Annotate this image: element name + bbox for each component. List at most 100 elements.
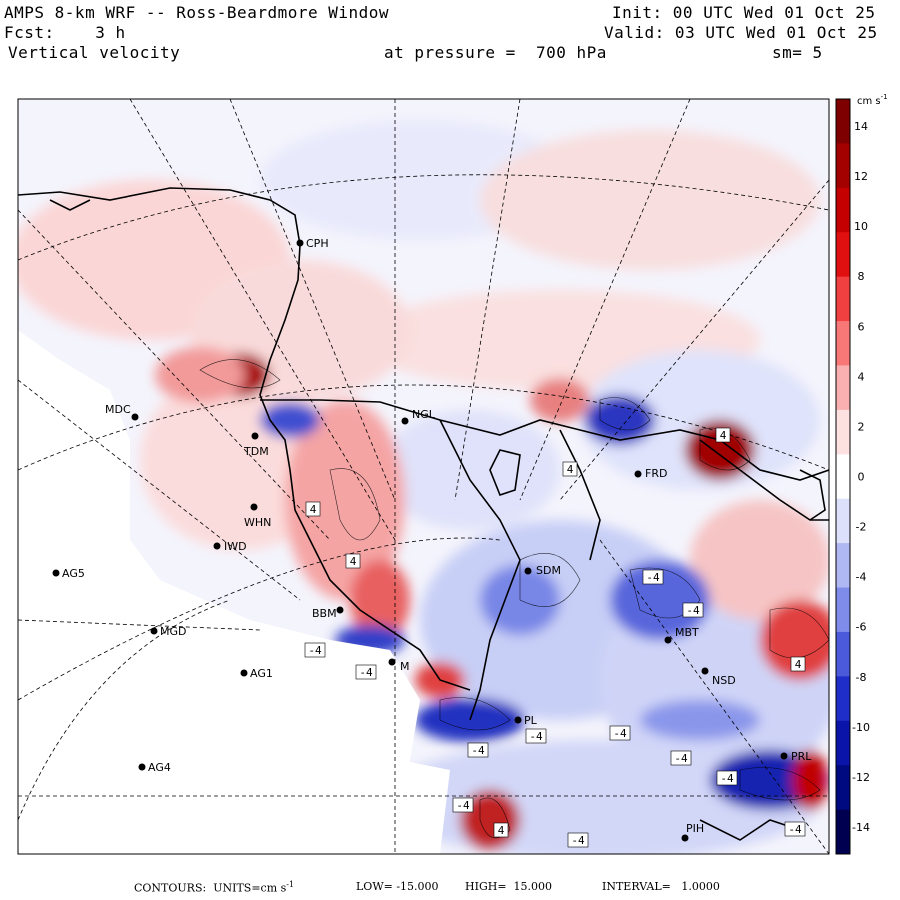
color-bar-swatch <box>836 543 850 589</box>
color-bar-swatch <box>836 809 850 855</box>
color-bar-label: -10 <box>852 721 870 734</box>
svg-text:IWD: IWD <box>224 540 247 553</box>
svg-text:-4: -4 <box>720 772 734 785</box>
svg-text:4: 4 <box>310 503 317 516</box>
station-pih: PIH <box>681 822 704 842</box>
svg-text:MBT: MBT <box>675 626 699 639</box>
forecast-hour: Fcst: 3 h <box>4 23 126 42</box>
station-nsd: NSD <box>701 667 736 687</box>
color-bar-swatch <box>836 409 850 455</box>
color-bar-swatch <box>836 143 850 189</box>
svg-text:4: 4 <box>567 463 574 476</box>
svg-text:-4: -4 <box>613 727 627 740</box>
svg-text:-4: -4 <box>571 834 585 847</box>
contour-label: -4 <box>609 725 631 741</box>
contour-label: 4 <box>345 553 361 569</box>
svg-text:BBM: BBM <box>312 607 337 620</box>
color-bar-swatch <box>836 765 850 811</box>
contour-label: -4 <box>716 770 738 786</box>
color-bar-label: 14 <box>854 120 868 133</box>
color-bar-label: 8 <box>858 270 865 283</box>
color-bar-frame <box>835 98 851 855</box>
svg-text:-4: -4 <box>456 799 470 812</box>
station-mdc: MDC <box>105 403 139 421</box>
color-bar-swatch <box>836 587 850 633</box>
station-ngl: NGL <box>401 408 436 425</box>
station-mbt: MBT <box>664 626 699 644</box>
svg-text:-4: -4 <box>529 730 543 743</box>
color-bar-label: -6 <box>856 621 867 634</box>
footer-high: HIGH= 15.000 <box>465 880 553 893</box>
color-bar-swatch <box>836 187 850 233</box>
svg-text:WHN: WHN <box>244 516 271 529</box>
color-bar-label: -2 <box>856 521 867 534</box>
svg-text:-4: -4 <box>471 744 485 757</box>
color-bar-label: 10 <box>854 220 868 233</box>
contour-label: -4 <box>682 602 704 618</box>
svg-text:AG1: AG1 <box>250 667 273 680</box>
svg-text:TDM: TDM <box>243 445 269 458</box>
color-bar-label: -4 <box>856 571 867 584</box>
station-m: M <box>388 658 410 673</box>
svg-text:-4: -4 <box>788 823 802 836</box>
station-ag1: AG1 <box>240 667 273 680</box>
svg-text:M: M <box>400 660 410 673</box>
contour-label: 4 <box>493 822 509 838</box>
color-bar-label: 2 <box>858 420 865 433</box>
station-pl: PL <box>514 714 538 727</box>
init-time: Init: 00 UTC Wed 01 Oct 25 <box>612 3 876 22</box>
contour-label: -4 <box>467 742 489 758</box>
svg-text:4: 4 <box>720 429 727 442</box>
color-bar-swatch <box>836 276 850 322</box>
color-bar-swatch <box>836 321 850 366</box>
contour-label: -4 <box>525 728 547 744</box>
svg-text:NGL: NGL <box>412 408 436 421</box>
contour-label: -4 <box>304 642 326 658</box>
svg-text:-4: -4 <box>359 666 373 679</box>
station-ag4: AG4 <box>138 761 171 774</box>
svg-text:NSD: NSD <box>712 674 736 687</box>
color-bar-label: 4 <box>858 370 865 383</box>
svg-text:4: 4 <box>795 658 802 671</box>
svg-text:FRD: FRD <box>645 467 667 480</box>
color-bar-swatch <box>836 99 850 144</box>
color-bar: cm s-1 14 12 10 8 6 4 2 0 -2 -4 -6 -8 -10 -12 -14 <box>835 93 888 855</box>
contour-label: 4 <box>562 461 578 477</box>
footer-contours: CONTOURS: UNITS=cm s-1 <box>134 880 295 895</box>
svg-text:PL: PL <box>524 714 538 727</box>
color-bar-swatch <box>836 720 850 766</box>
station-sdm: SDM <box>524 564 561 577</box>
color-bar-label: 12 <box>854 170 868 183</box>
station-bbm: BBM <box>312 606 344 620</box>
svg-text:-4: -4 <box>646 571 660 584</box>
station-tdm: TDM <box>243 432 269 458</box>
color-bar-swatch <box>836 454 850 500</box>
contour-label: -4 <box>567 832 589 848</box>
svg-text:-4: -4 <box>686 604 700 617</box>
svg-text:MDC: MDC <box>105 403 131 416</box>
color-bar-label: 6 <box>858 320 865 333</box>
color-bar-swatch <box>836 232 850 278</box>
smoothing-value: sm= 5 <box>772 43 823 62</box>
station-mgd: MGD <box>150 625 187 638</box>
color-bar-swatch <box>836 498 850 544</box>
color-bar-swatch <box>836 676 850 722</box>
svg-text:-4: -4 <box>308 644 322 657</box>
field-name: Vertical velocity <box>8 43 181 62</box>
contour-label: 4 <box>790 656 806 672</box>
station-whn: WHN <box>244 503 271 529</box>
color-bar-label: -12 <box>852 771 870 784</box>
svg-text:PIH: PIH <box>686 822 704 835</box>
svg-text:4: 4 <box>350 555 357 568</box>
svg-text:SDM: SDM <box>536 564 561 577</box>
color-bar-swatch <box>836 365 850 411</box>
contour-label: -4 <box>642 569 664 585</box>
color-bar-label: -8 <box>856 671 867 684</box>
station-cph: CPH <box>296 237 329 250</box>
station-ag5: AG5 <box>52 567 85 580</box>
footer-interval: INTERVAL= 1.0000 <box>602 880 720 893</box>
footer-low: LOW= -15.000 <box>356 880 439 893</box>
svg-text:4: 4 <box>498 824 505 837</box>
map-frame <box>17 98 830 855</box>
